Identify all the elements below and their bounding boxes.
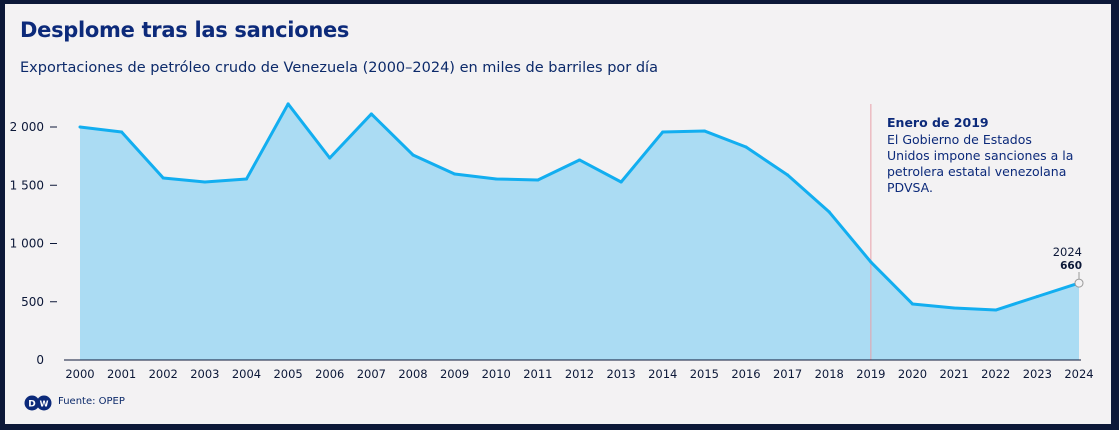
dw-logo-icon: D W — [24, 395, 52, 411]
y-tick-label: 1 500 — [10, 178, 44, 192]
data-point-2006 — [328, 156, 332, 160]
data-point-2015 — [702, 129, 706, 133]
x-tick-label: 2011 — [523, 367, 552, 381]
x-tick-label: 2001 — [107, 367, 136, 381]
x-tick-label: 2021 — [939, 367, 968, 381]
data-point-2019 — [869, 260, 873, 264]
x-tick-label: 2014 — [648, 367, 677, 381]
x-tick-label: 2017 — [773, 367, 802, 381]
x-tick-label: 2019 — [856, 367, 885, 381]
annotation-title: Enero de 2019 — [887, 115, 989, 130]
data-point-2011 — [536, 178, 540, 182]
x-tick-label: 2006 — [315, 367, 344, 381]
data-point-2003 — [203, 180, 207, 184]
x-tick-label: 2009 — [440, 367, 469, 381]
end-point-marker — [1074, 278, 1084, 288]
data-point-2016 — [744, 145, 748, 149]
source-label: Fuente: OPEP — [58, 396, 125, 407]
y-tick-label: 1 000 — [10, 237, 44, 251]
end-label-value: 660 — [1060, 260, 1082, 272]
data-point-2020 — [911, 302, 914, 306]
x-tick-label: 2020 — [898, 367, 927, 381]
y-tick-label: 500 — [21, 295, 44, 309]
svg-text:W: W — [40, 400, 49, 409]
y-tick-label: 0 — [36, 353, 44, 367]
x-tick-label: 2000 — [65, 367, 94, 381]
x-tick-label: 2010 — [482, 367, 511, 381]
x-tick-label: 2013 — [606, 367, 635, 381]
data-point-2014 — [661, 130, 665, 134]
x-tick-label: 2015 — [690, 367, 719, 381]
area-fill — [80, 103, 1079, 361]
x-tick-label: 2012 — [565, 367, 594, 381]
data-point-2002 — [161, 176, 165, 180]
data-point-2013 — [619, 180, 623, 184]
chart-title: Desplome tras las sanciones — [20, 18, 350, 42]
y-tick-label: 2 000 — [10, 120, 44, 134]
data-point-2023 — [1035, 295, 1039, 299]
data-point-2012 — [578, 158, 581, 162]
data-point-2021 — [952, 306, 956, 310]
annotation-text: petrolera estatal venezolana — [887, 164, 1066, 179]
data-point-2005 — [286, 102, 290, 106]
x-tick-label: 2007 — [357, 367, 386, 381]
data-point-2018 — [827, 210, 831, 214]
x-tick-label: 2003 — [190, 367, 219, 381]
data-point-2010 — [494, 177, 498, 181]
annotation-text: Unidos impone sanciones a la — [887, 148, 1073, 163]
x-tick-label: 2002 — [149, 367, 178, 381]
x-tick-label: 2005 — [273, 367, 302, 381]
x-tick-label: 2024 — [1064, 367, 1093, 381]
annotation-text: PDVSA. — [887, 180, 933, 195]
svg-text:D: D — [28, 400, 35, 410]
data-point-2008 — [411, 153, 415, 157]
x-tick-label: 2022 — [981, 367, 1010, 381]
annotation-text: El Gobierno de Estados — [887, 132, 1032, 147]
data-point-2022 — [994, 308, 998, 312]
data-point-2009 — [453, 172, 457, 176]
x-tick-label: 2023 — [1023, 367, 1052, 381]
x-tick-label: 2008 — [398, 367, 427, 381]
data-point-2007 — [369, 112, 373, 116]
data-point-2017 — [786, 173, 790, 177]
data-point-2001 — [120, 130, 124, 134]
data-point-2000 — [78, 125, 82, 129]
chart-subtitle: Exportaciones de petróleo crudo de Venez… — [20, 60, 658, 76]
end-label-year: 2024 — [1053, 245, 1082, 259]
x-tick-label: 2016 — [731, 367, 760, 381]
x-tick-label: 2018 — [815, 367, 844, 381]
x-tick-label: 2004 — [232, 367, 261, 381]
data-point-2004 — [245, 177, 248, 181]
